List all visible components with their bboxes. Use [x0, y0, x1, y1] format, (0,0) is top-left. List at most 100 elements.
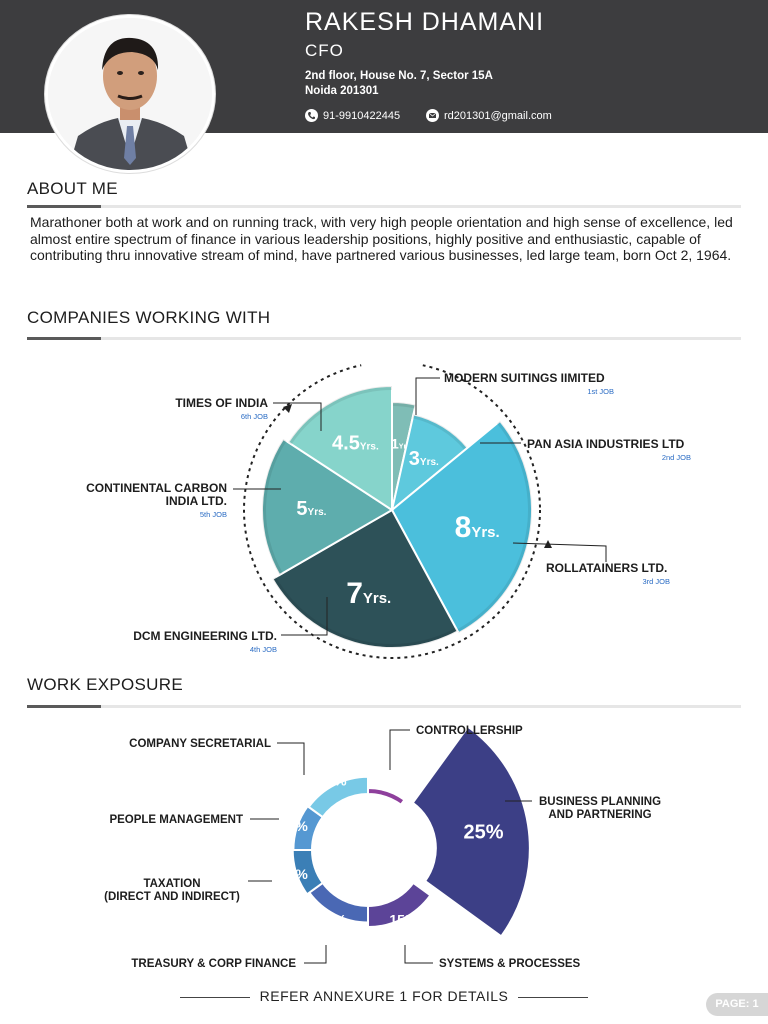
company-job-order: 5th JOB — [200, 510, 227, 519]
company-years-value: 3 — [409, 448, 420, 470]
person-name: RAKESH DHAMANI — [305, 8, 545, 36]
company-years-value: 5 — [296, 498, 307, 520]
address-line-1: 2nd floor, House No. 7, Sector 15A — [305, 70, 493, 82]
exposure-divider — [27, 705, 741, 708]
company-name-pan-asia-industries-ltd: PAN ASIA INDUSTRIES LTD — [527, 437, 685, 451]
exposure-donut-chart: 10% 25% 15% 15% 10% 10% 15% CONTROLLERSHIP BUSIN… — [104, 725, 661, 970]
company-callout-line — [512, 542, 607, 562]
company-name-modern-suitings-iimited: MODERN SUITINGS IIMITED — [444, 371, 605, 385]
company-job-order: 2nd JOB — [662, 453, 691, 462]
exposure-label-taxation-direct-and-indirect: (DIRECT AND INDIRECT) — [104, 891, 240, 903]
company-slice-edge — [456, 420, 532, 634]
exposure-pct-label: 15% — [319, 772, 348, 788]
company-slice — [390, 419, 533, 635]
company-years-unit: Yrs. — [308, 507, 327, 518]
exposure-slice-business-planning-and-partnering — [411, 725, 531, 938]
company-slice-group — [286, 384, 393, 512]
annexure-text: REFER ANNEXURE 1 FOR DETAILS — [259, 988, 509, 1004]
exposure-callout-line — [277, 742, 305, 775]
company-name-continental-carbon-india-ltd: CONTINENTAL CARBON — [86, 481, 227, 495]
company-years-label: 8Yrs. — [455, 511, 500, 544]
exposure-pct-label: 15% — [319, 911, 348, 927]
annexure-line-left — [179, 996, 250, 998]
company-job-order: 1st JOB — [587, 387, 614, 396]
company-slice-edge — [288, 386, 392, 445]
exposure-callout-line — [389, 729, 410, 770]
email-icon — [426, 109, 439, 122]
company-job-order: 6th JOB — [241, 412, 268, 421]
company-slice — [271, 508, 460, 649]
exposure-callout-line — [304, 945, 327, 964]
company-years-label: 4.5Yrs. — [332, 432, 379, 454]
profile-photo — [45, 15, 215, 173]
exposure-pct-label: 10% — [378, 768, 407, 784]
email-address: rd201301@gmail.com — [444, 109, 552, 122]
company-callout-line — [281, 597, 328, 636]
career-timeline-ring — [243, 361, 541, 659]
ring-arrow-start — [283, 404, 292, 413]
company-job-order: 3rd JOB — [642, 577, 670, 586]
exposure-pct-label: 15% — [389, 911, 418, 927]
exposure-label-taxation-direct-and-indirect: TAXATION — [143, 878, 200, 890]
company-slice-group — [271, 508, 460, 649]
about-heading: ABOUT ME — [27, 179, 118, 198]
phone-icon — [305, 109, 318, 122]
company-years-label: 7Yrs. — [346, 577, 391, 610]
company-slice — [286, 384, 393, 512]
phone-contact[interactable]: 91-9910422445 — [305, 109, 400, 122]
exposure-callout-line — [404, 945, 433, 964]
annexure-note: REFER ANNEXURE 1 FOR DETAILS — [0, 988, 768, 1004]
company-years-value: 7 — [346, 577, 363, 610]
company-years-value: 8 — [455, 511, 472, 544]
about-divider — [27, 205, 741, 208]
company-slice-edge — [412, 414, 468, 451]
company-years-unit: Yr. — [399, 443, 408, 450]
company-slice-group — [261, 437, 394, 577]
companies-heading: COMPANIES WORKING WITH — [27, 308, 271, 327]
company-slice-edge — [262, 438, 287, 575]
exposure-slice-controllership — [367, 786, 406, 807]
company-years-value: 1 — [391, 435, 399, 451]
exposure-label-controllership: CONTROLLERSHIP — [416, 725, 523, 737]
exposure-heading: WORK EXPOSURE — [27, 675, 183, 694]
company-name-times-of-india: TIMES OF INDIA — [175, 396, 268, 410]
exposure-pct-label: 10% — [280, 818, 309, 834]
company-years-unit: Yrs. — [360, 441, 379, 452]
companies-pie-chart: 1Yr.3Yrs.8Yrs.7Yrs.5Yrs.4.5Yrs.MODERN SU… — [86, 350, 691, 659]
address-line-2: Noida 201301 — [305, 85, 379, 97]
exposure-pct-label: 25% — [464, 822, 504, 844]
exposure-label-business-planning-and-partnering: BUSINESS PLANNING — [539, 796, 661, 808]
company-callout-line — [273, 402, 322, 431]
company-job-order: 4th JOB — [250, 645, 277, 654]
exposure-slice-company-secretarial — [307, 775, 369, 819]
address: 2nd floor, House No. 7, Sector 15A Noida… — [305, 69, 493, 99]
page-number-badge: PAGE: 1 — [706, 993, 768, 1016]
exposure-label-treasury-corp-finance: TREASURY & CORP FINANCE — [131, 958, 296, 970]
job-title: CFO — [305, 41, 344, 60]
company-years-label: 3Yrs. — [409, 448, 439, 470]
phone-number: 91-9910422445 — [323, 109, 401, 122]
exposure-label-systems-processes: SYSTEMS & PROCESSES — [439, 958, 581, 970]
company-name-continental-carbon-india-ltd: INDIA LTD. — [166, 494, 227, 508]
company-years-label: 5Yrs. — [296, 498, 326, 520]
exposure-label-business-planning-and-partnering: AND PARTNERING — [548, 809, 651, 821]
exposure-label-company-secretarial: COMPANY SECRETARIAL — [129, 738, 271, 750]
exposure-label-people-management: PEOPLE MANAGEMENT — [109, 814, 243, 826]
about-text: Marathoner both at work and on running t… — [30, 214, 733, 263]
companies-divider — [27, 337, 741, 340]
company-name-rollatainers-ltd: ROLLATAINERS LTD. — [546, 561, 667, 575]
company-years-unit: Yrs. — [471, 524, 499, 541]
company-name-dcm-engineering-ltd: DCM ENGINEERING LTD. — [133, 629, 277, 643]
company-years-unit: Yrs. — [420, 457, 439, 468]
company-slice-group — [390, 419, 533, 635]
company-years-value: 4.5 — [332, 432, 360, 454]
company-callout-line — [415, 377, 440, 415]
profile-portrait-illustration — [48, 18, 212, 170]
company-years-unit: Yrs. — [363, 590, 391, 607]
company-years-label: 1Yr. — [391, 435, 408, 451]
company-slice — [261, 437, 394, 577]
email-contact[interactable]: rd201301@gmail.com — [426, 109, 552, 122]
exposure-pct-label: 10% — [280, 866, 309, 882]
annexure-line-right — [518, 996, 589, 998]
company-slice-edge — [392, 402, 416, 409]
